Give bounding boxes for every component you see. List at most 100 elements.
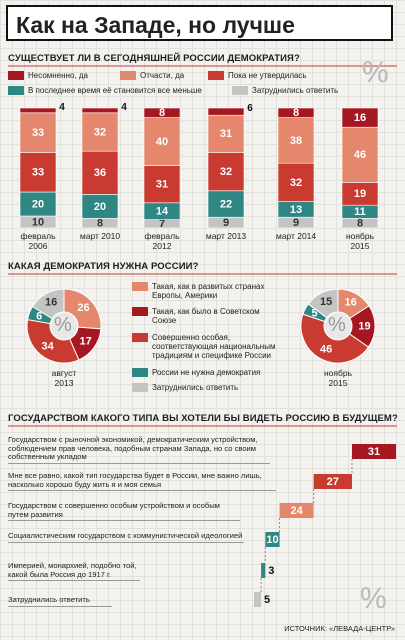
value-label: 31	[220, 128, 232, 140]
legend-item: Пока не утвердилась	[208, 71, 318, 80]
bar-segment	[341, 126, 379, 183]
value-label: 5	[264, 594, 270, 606]
row-label: Социалистическим государством с коммунис…	[8, 531, 244, 543]
row-label: Государством с рыночной экономикой, демо…	[8, 435, 270, 465]
value-label: 10	[266, 534, 278, 546]
value-label: 32	[94, 126, 106, 138]
value-label: 16	[45, 297, 57, 309]
value-label: 40	[156, 136, 168, 148]
bar-segment	[207, 114, 245, 153]
value-label: 31	[368, 446, 380, 458]
legend-swatch	[208, 71, 224, 80]
value-label: 20	[32, 198, 44, 210]
legend-item: России не нужна демократия	[132, 368, 282, 377]
value-label: 9	[293, 217, 299, 229]
legend-label: Такая, как в развитых странах Европы, Ам…	[152, 282, 265, 301]
bar-segment	[207, 152, 245, 192]
donut-slice	[300, 313, 370, 364]
donut-hole	[325, 313, 351, 339]
legend-item: Такая, как в развитых странах Европы, Ам…	[132, 282, 282, 300]
donut-slice	[31, 288, 65, 320]
bar-segment	[207, 190, 245, 218]
value-label: 20	[94, 201, 106, 213]
bar-segment	[81, 112, 119, 152]
legend-label: Несомненно, да	[28, 71, 88, 80]
x-tick-label: ноябрь 2015	[345, 231, 375, 251]
legend-swatch	[232, 86, 248, 95]
bar-segment	[143, 117, 181, 166]
value-label: 8	[97, 218, 103, 230]
value-label: 17	[79, 335, 91, 347]
page-title: Как на Западе, но лучше	[6, 5, 393, 41]
bar-segment	[81, 107, 119, 114]
legend-item: Такая, как было в Советском Союзе	[132, 307, 282, 325]
percent-sign: %	[328, 314, 346, 336]
value-label: 19	[354, 188, 366, 200]
bar-segment	[19, 107, 57, 114]
value-label: 14	[156, 206, 169, 218]
section-title: КАКАЯ ДЕМОКРАТИЯ НУЖНА РОССИИ?	[8, 261, 199, 272]
value-label: 3	[268, 565, 274, 577]
value-label: 5	[311, 308, 317, 320]
value-label: 6	[247, 103, 253, 114]
legend-label: Такая, как было в Советском Союзе	[152, 307, 260, 326]
value-label: 11	[354, 206, 366, 218]
bar	[254, 592, 262, 607]
legend-swatch	[132, 307, 148, 316]
donut-label: ноябрь 2015	[323, 368, 353, 388]
value-label: 15	[320, 296, 332, 308]
value-label: 26	[77, 302, 89, 314]
x-tick-label: март 2013	[205, 231, 247, 241]
value-label: 7	[159, 218, 165, 230]
legend-item: Отчасти, да	[120, 71, 230, 80]
value-label: 33	[32, 127, 44, 139]
legend-item: Несомненно, да	[8, 71, 118, 80]
x-tick-label: февраль 2012	[144, 231, 180, 251]
legend-label: Совершенно особая, соответствующая нацио…	[152, 333, 276, 361]
source: ИСТОЧНИК: «ЛЕВАДА-ЦЕНТР»	[284, 624, 395, 634]
bar-segment	[19, 191, 57, 217]
bar-segment	[81, 150, 119, 195]
value-label: 8	[357, 218, 363, 230]
value-label: 19	[358, 320, 370, 332]
legend-item: Совершенно особая, соответствующая нацио…	[132, 333, 282, 361]
donut-slice	[26, 318, 80, 364]
value-label: 36	[94, 167, 106, 179]
value-label: 38	[290, 135, 302, 147]
value-label: 16	[354, 112, 366, 124]
donut-slice	[63, 288, 102, 330]
value-label: 33	[32, 167, 44, 179]
percent-sign: %	[54, 314, 72, 336]
bar-segment	[207, 107, 245, 116]
legend-swatch	[8, 71, 24, 80]
x-tick-label: февраль 2006	[20, 231, 56, 251]
value-label: 4	[121, 102, 127, 113]
value-label: 24	[290, 505, 303, 517]
legend-swatch	[8, 86, 24, 95]
section-title: ГОСУДАРСТВОМ КАКОГО ТИПА ВЫ ХОТЕЛИ БЫ ВИ…	[8, 413, 398, 424]
value-label: 31	[156, 179, 168, 191]
legend-swatch	[132, 383, 148, 392]
value-label: 13	[290, 204, 302, 216]
legend-swatch	[132, 368, 148, 377]
value-label: 34	[41, 341, 54, 353]
legend-item: В последнее время её становится все мень…	[8, 86, 223, 95]
value-label: 32	[290, 177, 302, 189]
bar-segment	[341, 107, 379, 128]
legend-swatch	[132, 333, 148, 342]
bar	[313, 474, 352, 489]
legend-swatch	[132, 282, 148, 291]
value-label: 8	[159, 107, 165, 119]
bar-segment	[143, 107, 181, 118]
legend-label: В последнее время её становится все мень…	[28, 86, 202, 95]
bar	[351, 444, 396, 459]
bar-segment	[277, 107, 315, 118]
value-label: 10	[32, 216, 44, 228]
row-label: Мне все равно, какой тип государства буд…	[8, 471, 276, 492]
legend-swatch	[120, 71, 136, 80]
bar-segment	[19, 112, 57, 153]
section-title: СУЩЕСТВУЕТ ЛИ В СЕГОДНЯШНЕЙ РОССИИ ДЕМОК…	[8, 53, 300, 64]
bar	[261, 563, 266, 578]
x-tick-label: март 2010	[79, 231, 121, 241]
